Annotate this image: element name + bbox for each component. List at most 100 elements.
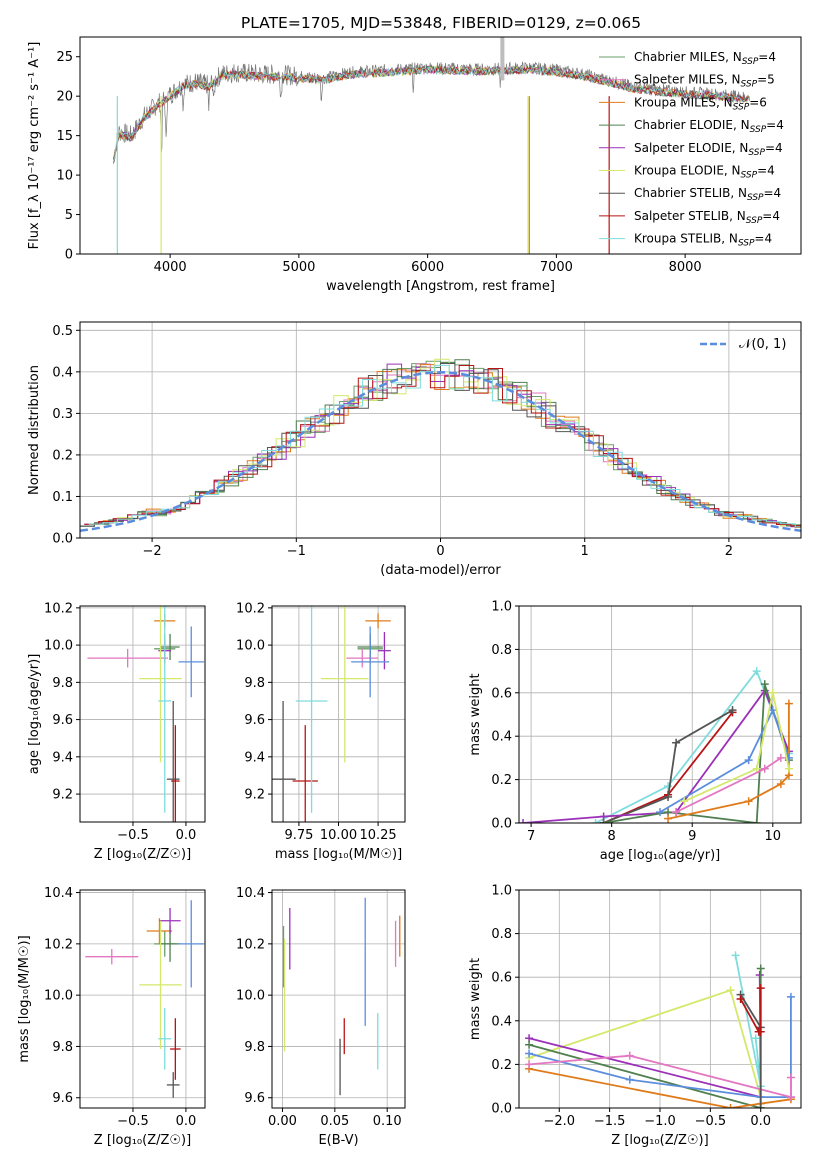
mass-vs-Z-chart: −0.5 0.0 9.6 9.8 10.0 10.2 10.4 Z [log₁₀(Z/Z☉)]… <box>17 886 206 1148</box>
mass-weight-line <box>659 707 790 813</box>
x-tick-label: 9.75 <box>284 828 313 843</box>
x-tick-label: 4000 <box>154 260 187 275</box>
legend-label: 𝒩(0, 1) <box>739 337 786 352</box>
x-tick-label: −2 <box>143 544 162 559</box>
x-axis-label: E(B-V) <box>318 1133 358 1148</box>
x-axis-label: Z [log₁₀(Z/Z☉)] <box>611 1133 708 1148</box>
x-tick-label: 7 <box>527 829 535 844</box>
mass-weight-marker <box>756 1027 765 1036</box>
plot-area <box>87 606 204 822</box>
y-tick-label: 9.4 <box>244 750 265 765</box>
mass-weight-marker <box>656 808 664 817</box>
y-tick-label: 25 <box>56 50 73 65</box>
mass-weight-marker <box>726 1104 735 1108</box>
mass-weight-marker <box>784 699 793 708</box>
y-tick-label: 9.2 <box>244 788 265 803</box>
mass-weight-line <box>528 1067 792 1108</box>
y-tick-label: 0.4 <box>491 730 512 745</box>
y-tick-label: 0 <box>65 248 73 263</box>
residual-histogram-step <box>88 358 801 527</box>
y-tick-label: 10.4 <box>236 886 265 901</box>
y-tick-label: 15 <box>56 129 73 144</box>
mass-weight-line <box>528 974 762 1099</box>
plot-area <box>113 37 750 254</box>
y-tick-label: 0.2 <box>491 773 512 788</box>
mass-weight-line <box>683 692 790 803</box>
mass-weight-marker <box>525 1040 534 1049</box>
x-tick-label: 8 <box>608 829 616 844</box>
y-tick-label: 1.0 <box>491 884 512 899</box>
mass-weight-marker <box>786 1093 795 1102</box>
y-tick-label: 9.4 <box>52 750 73 765</box>
y-tick-label: 0.0 <box>52 532 73 547</box>
x-tick-label: 8000 <box>669 260 702 275</box>
residual-histogram-step <box>88 364 801 528</box>
x-tick-label: 0.05 <box>320 1114 349 1129</box>
plot-area <box>80 358 801 532</box>
mass-weight-marker <box>776 753 785 762</box>
y-tick-label: 9.8 <box>52 1040 73 1055</box>
mass-weight-marker <box>756 964 765 973</box>
y-tick-label: 9.6 <box>244 713 265 728</box>
y-tick-label: 0.5 <box>52 324 73 339</box>
x-axis-label: mass [log₁₀(M/M☉)] <box>275 847 402 862</box>
spectrum-legend: Chabrier MILES, NSSP=4 Salpeter MILES, NS… <box>599 50 784 249</box>
mass-weight-marker <box>760 764 769 773</box>
plot-area <box>525 951 795 1108</box>
x-tick-label: 7000 <box>540 260 573 275</box>
y-tick-label: 0.3 <box>52 407 73 422</box>
y-tick-label: 0.2 <box>52 448 73 463</box>
y-tick-label: 0.6 <box>491 686 512 701</box>
x-tick-label: −0.5 <box>695 1114 727 1129</box>
axes-frame <box>79 36 802 255</box>
legend-label: Chabrier STELIB, NSSP=4 <box>634 186 781 203</box>
y-tick-label: 10.2 <box>44 937 73 952</box>
mass-weight-marker <box>786 992 795 1001</box>
mass-weight-marker <box>672 808 681 817</box>
y-tick-label: 9.8 <box>244 676 265 691</box>
mass-vs-EBV-chart: 0.00 0.05 0.10 9.6 9.8 10.0 10.2 10.4 E(B-V) <box>236 886 406 1148</box>
mass-weight-marker <box>680 797 689 806</box>
spectrum-chart: 4000 5000 6000 7000 8000 0 5 10 15 20 25 wavelength… <box>27 36 802 294</box>
y-tick-label: 0.8 <box>491 927 512 942</box>
legend-label: Salpeter MILES, NSSP=5 <box>634 73 775 90</box>
y-tick-label: 10.2 <box>236 601 265 616</box>
x-tick-label: 1 <box>581 544 589 559</box>
model-spectrum-line <box>113 65 749 159</box>
mass-weight-marker <box>752 667 761 676</box>
y-tick-label: 0.0 <box>491 1102 512 1117</box>
mass-weight-marker <box>726 986 735 995</box>
mass-weight-marker <box>751 1034 760 1043</box>
x-tick-label: 2 <box>725 544 733 559</box>
y-tick-label: 10.0 <box>236 989 265 1004</box>
y-tick-label: 10.4 <box>44 886 73 901</box>
mass-weight-marker <box>625 1051 634 1060</box>
age-vs-mass-chart: 9.75 10.00 10.25 9.2 9.4 9.6 9.8 10.0 10.2 mass [… <box>236 601 406 862</box>
x-tick-label: 5000 <box>282 260 315 275</box>
model-spectrum-line <box>113 65 749 163</box>
y-tick-label: 0.2 <box>491 1058 512 1073</box>
mass-weight-marker <box>591 819 600 823</box>
mass-weight-vs-Z-chart: −2.0 −1.5 −1.0 −0.5 0.0 0.0 0.2 0.4 0.6 0.8 1.0 Z [… <box>468 884 802 1148</box>
mass-weight-marker <box>784 764 793 773</box>
x-tick-label: 10 <box>765 829 782 844</box>
x-axis-label: Z [log₁₀(Z/Z☉)] <box>94 847 191 862</box>
mass-weight-vs-age-chart: 7 8 9 10 0.0 0.2 0.4 0.6 0.8 1.0 age [log₁₀(age/yr… <box>468 600 802 863</box>
x-tick-label: 0 <box>436 544 444 559</box>
x-tick-label: 0.00 <box>268 1114 297 1129</box>
y-tick-label: 9.6 <box>52 1091 73 1106</box>
x-tick-label: 0.0 <box>750 1114 771 1129</box>
x-tick-label: 6000 <box>411 260 444 275</box>
plot-area <box>282 897 401 1096</box>
mass-weight-line <box>603 709 733 823</box>
axes-frame <box>518 889 802 1109</box>
plot-area <box>272 606 391 822</box>
mass-weight-marker <box>625 1075 634 1084</box>
legend-label: Salpeter ELODIE, NSSP=4 <box>634 141 783 158</box>
y-tick-label: 10.0 <box>44 639 73 654</box>
mass-weight-marker <box>756 984 765 993</box>
y-tick-label: 10.2 <box>236 937 265 952</box>
y-tick-label: 0.1 <box>52 490 73 505</box>
axes-frame <box>79 889 206 1109</box>
axes-frame <box>79 321 802 539</box>
